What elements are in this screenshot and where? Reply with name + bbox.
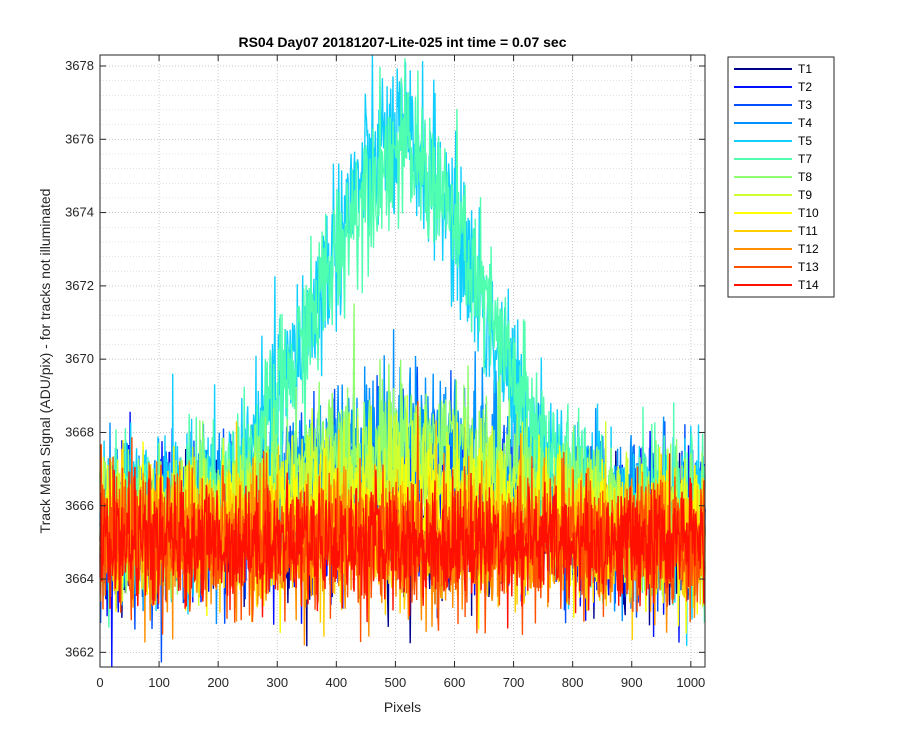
y-tick-label: 3676 <box>65 131 94 146</box>
chart-title: RS04 Day07 20181207-Lite-025 int time = … <box>238 34 566 50</box>
x-tick-label: 800 <box>562 675 584 690</box>
y-tick-label: 3662 <box>65 644 94 659</box>
series-group <box>99 54 706 668</box>
y-axis-title: Track Mean Signal (ADU/pix) - for tracks… <box>37 189 53 534</box>
legend-label-t5: T5 <box>798 134 812 148</box>
axis-ticks: 0 100 200 300 400 500 600 700 800 900 1000 3662 3664… <box>65 55 705 690</box>
x-tick-label: 200 <box>207 675 229 690</box>
legend-label-t12: T12 <box>798 242 819 256</box>
legend-label-t14: T14 <box>798 278 819 292</box>
legend-label-t11: T11 <box>798 224 818 238</box>
x-tick-label: 0 <box>96 675 103 690</box>
legend-label-t3: T3 <box>798 98 812 112</box>
y-tick-label: 3668 <box>65 424 94 439</box>
x-tick-label: 1000 <box>676 675 705 690</box>
legend-label-t9: T9 <box>798 188 812 202</box>
legend-label-t4: T4 <box>798 116 812 130</box>
x-tick-label: 500 <box>385 675 407 690</box>
y-tick-label: 3672 <box>65 278 94 293</box>
y-tick-label: 3670 <box>65 351 94 366</box>
y-tick-label: 3664 <box>65 571 94 586</box>
x-axis-title: Pixels <box>384 699 421 715</box>
plot-frame <box>99 54 706 668</box>
legend-label-t8: T8 <box>798 170 812 184</box>
y-tick-label: 3674 <box>65 205 94 220</box>
legend-label-t10: T10 <box>798 206 819 220</box>
legend-label-t7: T7 <box>798 152 812 166</box>
x-tick-label: 900 <box>621 675 643 690</box>
x-tick-label: 700 <box>503 675 525 690</box>
series-line-t14 <box>99 453 706 629</box>
legend: T1 T2 T3 T4 T5 T7 T8 T9 T10 T11 T12 T13 T14 <box>727 56 835 298</box>
x-tick-label: 300 <box>266 675 288 690</box>
x-tick-label: 100 <box>148 675 170 690</box>
legend-label-t2: T2 <box>798 80 812 94</box>
y-tick-label: 3678 <box>65 58 94 73</box>
legend-label-t1: T1 <box>798 62 812 76</box>
y-tick-label: 3666 <box>65 498 94 513</box>
legend-label-t13: T13 <box>798 260 819 274</box>
x-tick-label: 400 <box>325 675 347 690</box>
x-tick-label: 600 <box>444 675 466 690</box>
